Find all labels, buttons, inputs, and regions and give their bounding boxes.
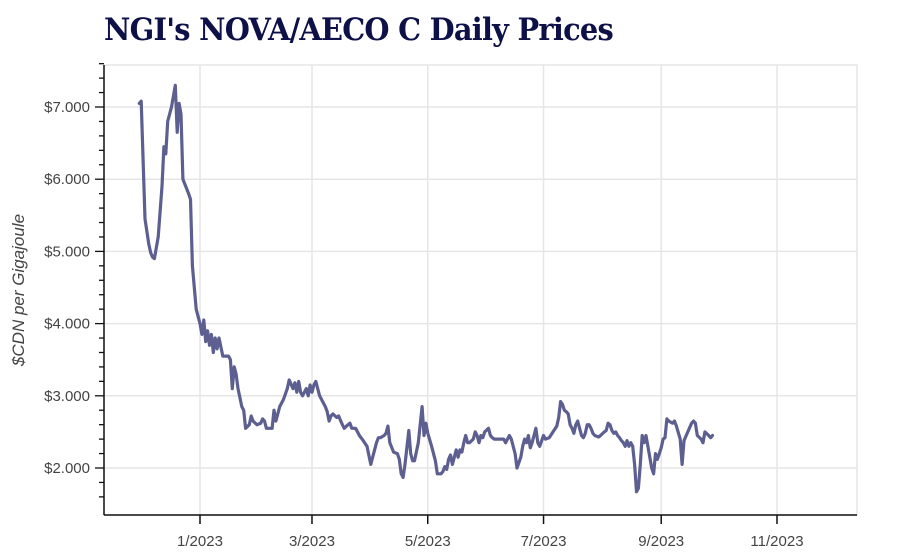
y-tick-label: $4.000 — [44, 316, 90, 333]
y-tick-label: $6.000 — [44, 171, 90, 188]
x-tick-label: 3/2023 — [289, 533, 335, 550]
x-tick-label: 7/2023 — [521, 533, 567, 550]
y-tick-label: $7.000 — [44, 99, 90, 116]
x-tick-label: 5/2023 — [405, 533, 451, 550]
gridlines — [104, 65, 857, 515]
y-tick-label: $3.000 — [44, 388, 90, 405]
y-tick-label: $5.000 — [44, 243, 90, 260]
x-axis-ticks: 1/2023 3/2023 5/2023 7/2023 9/2023 11/2023 — [177, 515, 804, 550]
price-series-line — [137, 83, 715, 494]
plot-frame — [103, 64, 858, 516]
x-tick-label: 11/2023 — [750, 533, 803, 550]
axes — [103, 65, 857, 516]
y-tick-label: $2.000 — [44, 460, 90, 477]
x-tick-label: 9/2023 — [638, 533, 684, 550]
x-tick-label: 1/2023 — [177, 533, 223, 550]
y-axis-ticks: $2.000 $3.000 $4.000 $5.000 $6.000 $7.000 — [44, 63, 104, 498]
chart-title: NGI's NOVA/AECO C Daily Prices — [104, 12, 614, 48]
